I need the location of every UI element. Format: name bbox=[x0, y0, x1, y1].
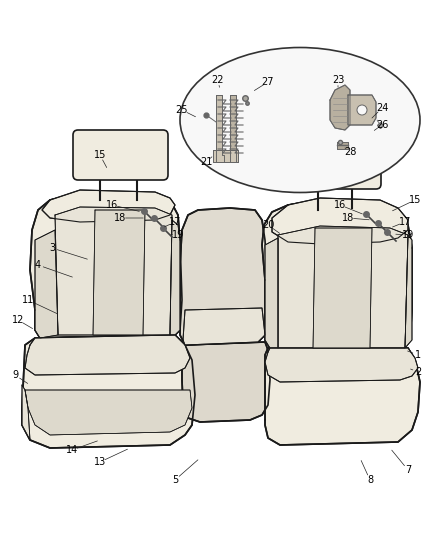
Text: 16: 16 bbox=[106, 200, 118, 210]
Polygon shape bbox=[22, 335, 195, 448]
Polygon shape bbox=[25, 335, 190, 375]
Polygon shape bbox=[182, 342, 270, 422]
Polygon shape bbox=[330, 85, 350, 130]
Polygon shape bbox=[183, 308, 265, 345]
Text: 12: 12 bbox=[12, 315, 24, 325]
Text: 18: 18 bbox=[114, 213, 126, 223]
FancyBboxPatch shape bbox=[291, 143, 381, 189]
Text: 16: 16 bbox=[334, 200, 346, 210]
Text: 5: 5 bbox=[172, 475, 178, 485]
Text: 1: 1 bbox=[415, 350, 421, 360]
Text: 13: 13 bbox=[94, 457, 106, 467]
Text: 23: 23 bbox=[332, 75, 344, 85]
Text: 15: 15 bbox=[94, 150, 106, 160]
Polygon shape bbox=[265, 238, 278, 348]
Text: 4: 4 bbox=[35, 260, 41, 270]
Text: 17: 17 bbox=[399, 217, 411, 227]
Polygon shape bbox=[22, 385, 30, 440]
Text: 7: 7 bbox=[405, 465, 411, 475]
Polygon shape bbox=[313, 228, 372, 348]
Circle shape bbox=[357, 105, 367, 115]
FancyBboxPatch shape bbox=[73, 130, 168, 180]
Ellipse shape bbox=[180, 47, 420, 192]
Polygon shape bbox=[55, 207, 172, 335]
Polygon shape bbox=[337, 142, 348, 149]
Text: 27: 27 bbox=[262, 77, 274, 87]
Polygon shape bbox=[278, 226, 408, 348]
Text: 20: 20 bbox=[262, 220, 274, 230]
Text: 14: 14 bbox=[66, 445, 78, 455]
Polygon shape bbox=[265, 348, 420, 445]
Text: 24: 24 bbox=[376, 103, 388, 113]
Text: 18: 18 bbox=[342, 213, 354, 223]
Text: 28: 28 bbox=[344, 147, 356, 157]
Polygon shape bbox=[170, 220, 180, 335]
Text: 21: 21 bbox=[200, 157, 212, 167]
Polygon shape bbox=[262, 200, 412, 348]
Polygon shape bbox=[265, 348, 418, 382]
Text: 3: 3 bbox=[49, 243, 55, 253]
Polygon shape bbox=[25, 390, 192, 435]
Text: 17: 17 bbox=[169, 217, 181, 227]
Text: 25: 25 bbox=[176, 105, 188, 115]
Polygon shape bbox=[180, 208, 268, 345]
Polygon shape bbox=[348, 95, 376, 125]
Text: 19: 19 bbox=[172, 230, 184, 240]
Text: 2: 2 bbox=[415, 367, 421, 377]
Text: 26: 26 bbox=[376, 120, 388, 130]
Text: 15: 15 bbox=[409, 195, 421, 205]
Text: 22: 22 bbox=[212, 75, 224, 85]
Polygon shape bbox=[230, 95, 236, 162]
Polygon shape bbox=[405, 235, 412, 348]
Text: 11: 11 bbox=[22, 295, 34, 305]
Text: 8: 8 bbox=[367, 475, 373, 485]
Polygon shape bbox=[93, 210, 145, 335]
Polygon shape bbox=[35, 230, 58, 338]
Polygon shape bbox=[42, 190, 175, 222]
Polygon shape bbox=[213, 150, 238, 162]
Text: 19: 19 bbox=[402, 230, 414, 240]
Text: 9: 9 bbox=[12, 370, 18, 380]
Polygon shape bbox=[30, 193, 182, 338]
Polygon shape bbox=[272, 198, 408, 244]
Polygon shape bbox=[216, 95, 224, 162]
